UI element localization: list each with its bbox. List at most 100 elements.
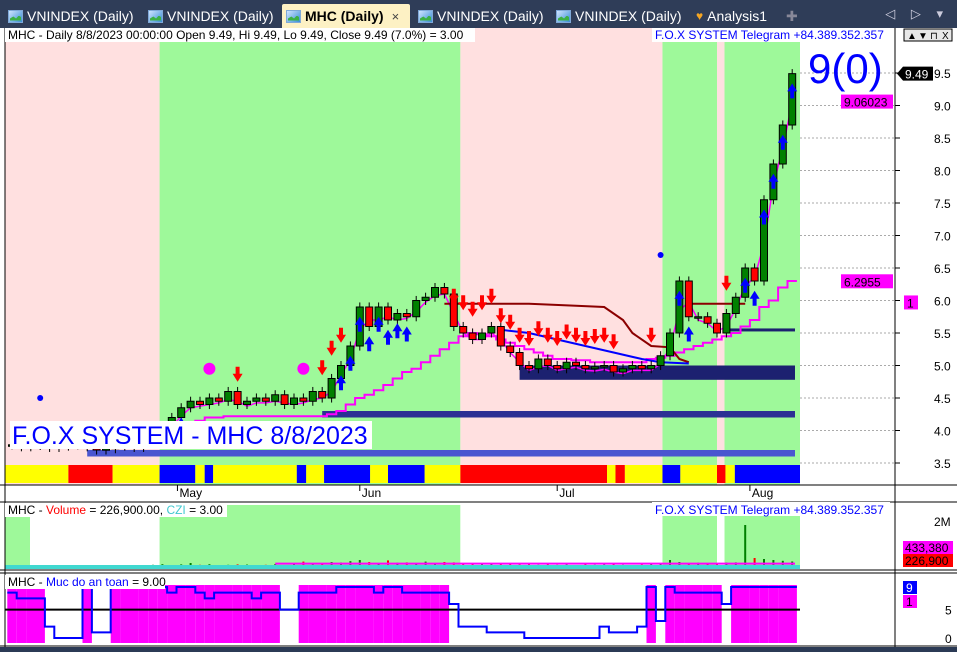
sell-arrow-icon [495, 308, 506, 324]
candle [572, 361, 580, 366]
safety-zone [326, 585, 337, 643]
safety-badge [903, 595, 917, 608]
state-strip-segment [370, 465, 388, 483]
sell-arrow-icon [458, 295, 469, 311]
watermark-title: F.O.X SYSTEM - MHC 8/8/2023 [12, 422, 368, 450]
candle [562, 361, 571, 370]
safety-zone [787, 585, 797, 643]
state-strip-segment [624, 465, 663, 483]
scroll-up-button[interactable]: ▲ [907, 31, 917, 42]
safety-tick-label: 5 [945, 604, 952, 618]
close-pane-button[interactable]: X [942, 31, 949, 42]
candle [459, 326, 468, 334]
maximize-pane-button[interactable]: ⊓ [930, 31, 938, 42]
y-tick-label: 6.0 [934, 295, 951, 309]
state-strip-segment [615, 465, 625, 483]
candle [308, 391, 317, 402]
tab-analysis1[interactable]: ♥ Analysis1 [692, 4, 771, 28]
state-strip-segment [662, 465, 681, 483]
safety-zone [693, 585, 703, 643]
candle [186, 400, 195, 409]
trend-zone-bear [5, 28, 160, 485]
y-tick-label: 3.5 [934, 457, 951, 471]
volume-badge-label: 433,380 [905, 541, 949, 555]
safety-zone [195, 585, 205, 643]
sell-arrow-icon [580, 331, 591, 346]
safety-zone [110, 585, 121, 643]
chart-icon [556, 9, 571, 23]
y-tick-label: 7.5 [934, 197, 951, 211]
state-strip-segment [607, 465, 616, 483]
sell-arrow-icon [524, 331, 534, 346]
candle [656, 355, 665, 366]
tab-label: Analysis1 [707, 8, 768, 24]
volume-tick-label: 2M [934, 515, 951, 529]
buy-arrow-icon [759, 209, 769, 225]
volume-pane-header: MHC - Volume = 226,900.00, CZI = 3.00 [8, 503, 223, 517]
candle [205, 397, 214, 405]
resistance-line [444, 302, 690, 364]
safety-zone [383, 585, 393, 643]
candle [177, 407, 186, 418]
x-tick-label: Jun [362, 486, 381, 500]
tab-vnindex-4[interactable]: VNINDEX (Daily) [552, 4, 686, 28]
candle [731, 296, 740, 314]
candle [609, 365, 618, 373]
sell-arrow-icon [505, 314, 516, 330]
close-tab-icon[interactable]: × [391, 8, 400, 24]
tab-navigation[interactable]: ◁ ▷ ▾ [885, 6, 949, 21]
candle [590, 366, 599, 370]
candle [525, 365, 533, 370]
safety-zone [214, 585, 224, 643]
candle [478, 332, 486, 340]
sell-arrow-icon [514, 327, 525, 343]
candle [666, 332, 674, 357]
czi-bar [5, 565, 800, 569]
price-badge-label: 9.49 [905, 68, 929, 82]
tab-vnindex-2[interactable]: VNINDEX (Daily) [144, 4, 278, 28]
candle [402, 313, 411, 318]
safety-zone [138, 585, 149, 643]
y-tick-label: 5.0 [934, 360, 951, 374]
sell-arrow-icon [533, 321, 544, 337]
volume-badge-label: 226,900 [905, 554, 949, 568]
buy-arrow-icon [749, 290, 760, 306]
state-strip-segment [195, 465, 205, 483]
y-tick-label: 7.0 [934, 230, 951, 244]
safety-zone [702, 585, 713, 643]
safety-zone [430, 585, 440, 643]
state-strip-segment [388, 465, 425, 483]
candle [543, 358, 552, 366]
safety-zone [759, 585, 769, 643]
state-strip-segment [68, 465, 113, 483]
safety-zone [204, 585, 215, 643]
tab-vnindex-1[interactable]: VNINDEX (Daily) [4, 4, 138, 28]
signal-dot [37, 395, 44, 401]
candle [628, 365, 637, 370]
candle [365, 306, 374, 327]
y-tick-label: 9.5 [934, 67, 951, 81]
safety-badge-label: 9 [906, 581, 913, 595]
x-tick-label: Aug [752, 486, 773, 500]
y-tick-label: 4.0 [934, 425, 951, 439]
support-band [726, 328, 795, 332]
scroll-down-button[interactable]: ▼ [918, 31, 928, 42]
candle [224, 391, 233, 402]
candle [214, 397, 223, 402]
safety-zone [420, 585, 431, 643]
tab-mhc[interactable]: MHC (Daily) × [282, 4, 410, 28]
sell-arrow-icon [448, 288, 459, 304]
buy-arrow-icon [364, 336, 375, 352]
sell-arrow-icon [336, 327, 346, 343]
buy-arrow-icon [354, 316, 365, 332]
buy-arrow-icon [392, 323, 403, 339]
candle [788, 73, 797, 126]
chart-window[interactable]: 9.5 9.0 8.5 8.0 7.5 7.0 6.5 6.0 5.5 5.0 4.5 4.0 3.5 M… [0, 28, 957, 647]
candle [393, 313, 402, 321]
buy-arrow-icon [777, 134, 788, 150]
safety-zone [185, 585, 196, 643]
new-tab-button[interactable]: ✚ [786, 7, 798, 24]
safety-zone [665, 585, 675, 643]
tab-vnindex-3[interactable]: VNINDEX (Daily) [414, 4, 548, 28]
safety-zone [345, 585, 356, 643]
